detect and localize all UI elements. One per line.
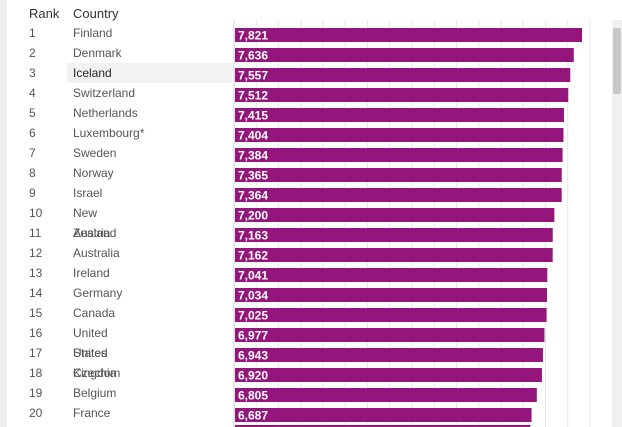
- rank-cell: 13: [29, 266, 43, 280]
- bar[interactable]: [235, 268, 548, 282]
- country-cell[interactable]: Germany: [73, 286, 123, 300]
- country-cell[interactable]: Iceland: [73, 66, 112, 80]
- country-cell[interactable]: Finland: [73, 26, 113, 40]
- bar[interactable]: [235, 68, 571, 82]
- rank-cell: 1: [29, 26, 36, 40]
- bar-value-label: 6,687: [238, 409, 268, 423]
- bar-value-label: 7,415: [238, 109, 268, 123]
- bar[interactable]: [235, 368, 542, 382]
- bar-value-label: 7,404: [238, 129, 268, 143]
- rank-cell: 12: [29, 246, 43, 260]
- rank-cell: 9: [29, 186, 36, 200]
- rank-cell: 6: [29, 126, 36, 140]
- bar-value-label: 6,943: [238, 349, 268, 363]
- rank-cell: 19: [29, 386, 43, 400]
- rank-cell: 14: [29, 286, 43, 300]
- bar[interactable]: [235, 408, 532, 422]
- country-column-header[interactable]: Country: [73, 6, 119, 21]
- selected-row-highlight: [67, 63, 232, 83]
- rank-cell: 5: [29, 106, 36, 120]
- rank-cell: 10: [29, 206, 43, 220]
- rank-cell: 3: [29, 66, 36, 80]
- bar[interactable]: [235, 88, 569, 102]
- bar[interactable]: [235, 228, 553, 242]
- rank-cell: 11: [29, 226, 42, 240]
- country-cell[interactable]: Denmark: [73, 46, 122, 60]
- bar[interactable]: [235, 248, 553, 262]
- rank-cell: 2: [29, 46, 36, 60]
- left-edge: [0, 0, 7, 427]
- bar[interactable]: [235, 388, 537, 402]
- rank-cell: 8: [29, 166, 36, 180]
- rank-cell: 20: [29, 406, 43, 420]
- bar[interactable]: [235, 108, 564, 122]
- rank-cell: 17: [29, 346, 43, 360]
- country-cell[interactable]: New Zealand: [73, 206, 117, 240]
- bar[interactable]: [235, 208, 555, 222]
- bar-value-label: 7,636: [238, 49, 268, 63]
- scrollbar-track[interactable]: [612, 20, 622, 427]
- bar[interactable]: [235, 328, 545, 342]
- country-cell[interactable]: Czechia: [73, 366, 117, 380]
- bar-value-label: 7,025: [238, 309, 268, 323]
- rank-cell: 4: [29, 86, 36, 100]
- bar[interactable]: [235, 148, 563, 162]
- bar-value-label: 7,365: [238, 169, 268, 183]
- bar[interactable]: [235, 188, 562, 202]
- rank-cell: 18: [29, 366, 43, 380]
- country-cell[interactable]: Sweden: [73, 146, 117, 160]
- scrollbar-thumb[interactable]: [613, 28, 621, 94]
- bar-value-label: 7,364: [238, 189, 268, 203]
- bar-value-label: 7,041: [238, 269, 268, 283]
- country-cell[interactable]: Luxembourg*: [73, 126, 145, 140]
- country-cell[interactable]: Ireland: [73, 266, 110, 280]
- bar[interactable]: [235, 288, 548, 302]
- bar-value-label: 6,977: [238, 329, 268, 343]
- bar[interactable]: [235, 168, 562, 182]
- country-cell[interactable]: United Kingdom: [73, 346, 121, 380]
- country-cell[interactable]: Belgium: [73, 386, 117, 400]
- bar-value-label: 7,512: [238, 89, 268, 103]
- bar-value-label: 7,557: [238, 69, 268, 83]
- bar[interactable]: [235, 28, 583, 42]
- country-cell[interactable]: France: [73, 406, 111, 420]
- bar[interactable]: [235, 128, 564, 142]
- bar[interactable]: [235, 348, 543, 362]
- country-cell[interactable]: Australia: [73, 246, 120, 260]
- country-cell[interactable]: Canada: [73, 306, 116, 320]
- bar-value-label: 7,034: [238, 289, 268, 303]
- bar[interactable]: [235, 48, 574, 62]
- country-cell[interactable]: Austria: [73, 226, 111, 240]
- bar-value-label: 6,805: [238, 389, 268, 403]
- rank-column-header[interactable]: Rank: [29, 6, 60, 21]
- bar-value-label: 7,200: [238, 209, 268, 223]
- country-cell[interactable]: Norway: [73, 166, 114, 180]
- bar-partial-next: [235, 425, 531, 427]
- bar-value-label: 6,920: [238, 369, 268, 383]
- rank-cell: 15: [29, 306, 43, 320]
- bar-value-label: 7,384: [238, 149, 268, 163]
- rank-cell: 16: [29, 326, 43, 340]
- bar-value-label: 7,162: [238, 249, 268, 263]
- country-cell[interactable]: Switzerland: [73, 86, 136, 100]
- bar-value-label: 7,821: [238, 29, 268, 43]
- country-cell[interactable]: United States: [73, 326, 108, 360]
- rank-cell: 7: [29, 146, 36, 160]
- bar-value-label: 7,163: [238, 229, 268, 243]
- country-cell[interactable]: Netherlands: [73, 106, 138, 120]
- country-cell[interactable]: Israel: [73, 186, 103, 200]
- bar[interactable]: [235, 308, 547, 322]
